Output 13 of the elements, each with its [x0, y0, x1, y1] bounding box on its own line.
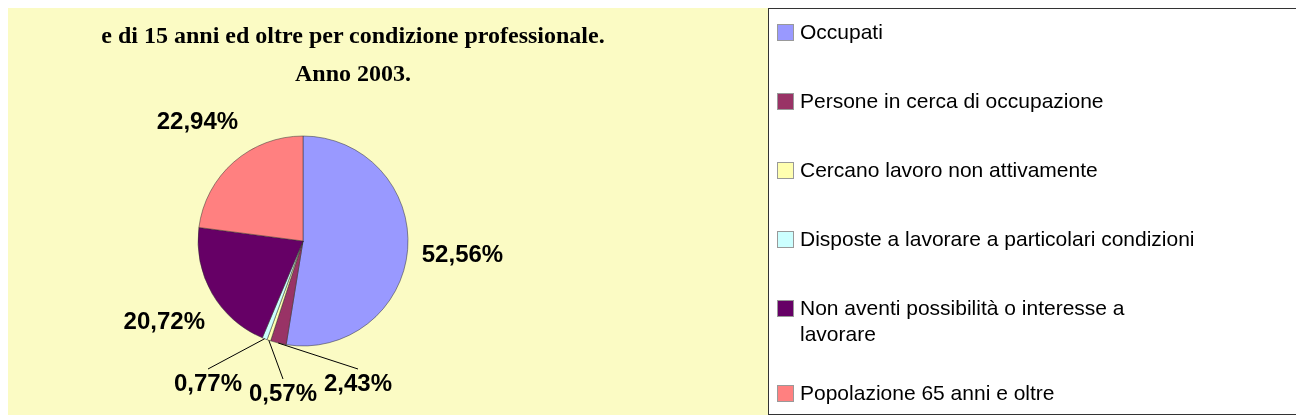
data-label: 0,57% — [248, 379, 318, 406]
legend-label: Occupati — [800, 19, 883, 45]
text: e di 15 anni ed oltre per condizione professionale. Anno 2003. — [100, 21, 606, 88]
data-label: 2,43% — [323, 369, 393, 396]
legend-label: Disposte a lavorare a particolari condizioni — [800, 226, 1195, 252]
data-label: 52,56% — [421, 239, 504, 267]
data-label: 22,94% — [156, 106, 239, 134]
legend-label: Non aventi possibilità o interesse a lavorare — [800, 295, 1126, 347]
legend-label: Persone in cerca di occupazione — [800, 88, 1104, 114]
legend-label: Popolazione 65 anni e oltre — [800, 380, 1055, 406]
data-label: 20,72% — [123, 306, 205, 334]
legend-label: Cercano lavoro non attivamente — [800, 157, 1098, 183]
data-label: 0,77% — [173, 369, 243, 396]
